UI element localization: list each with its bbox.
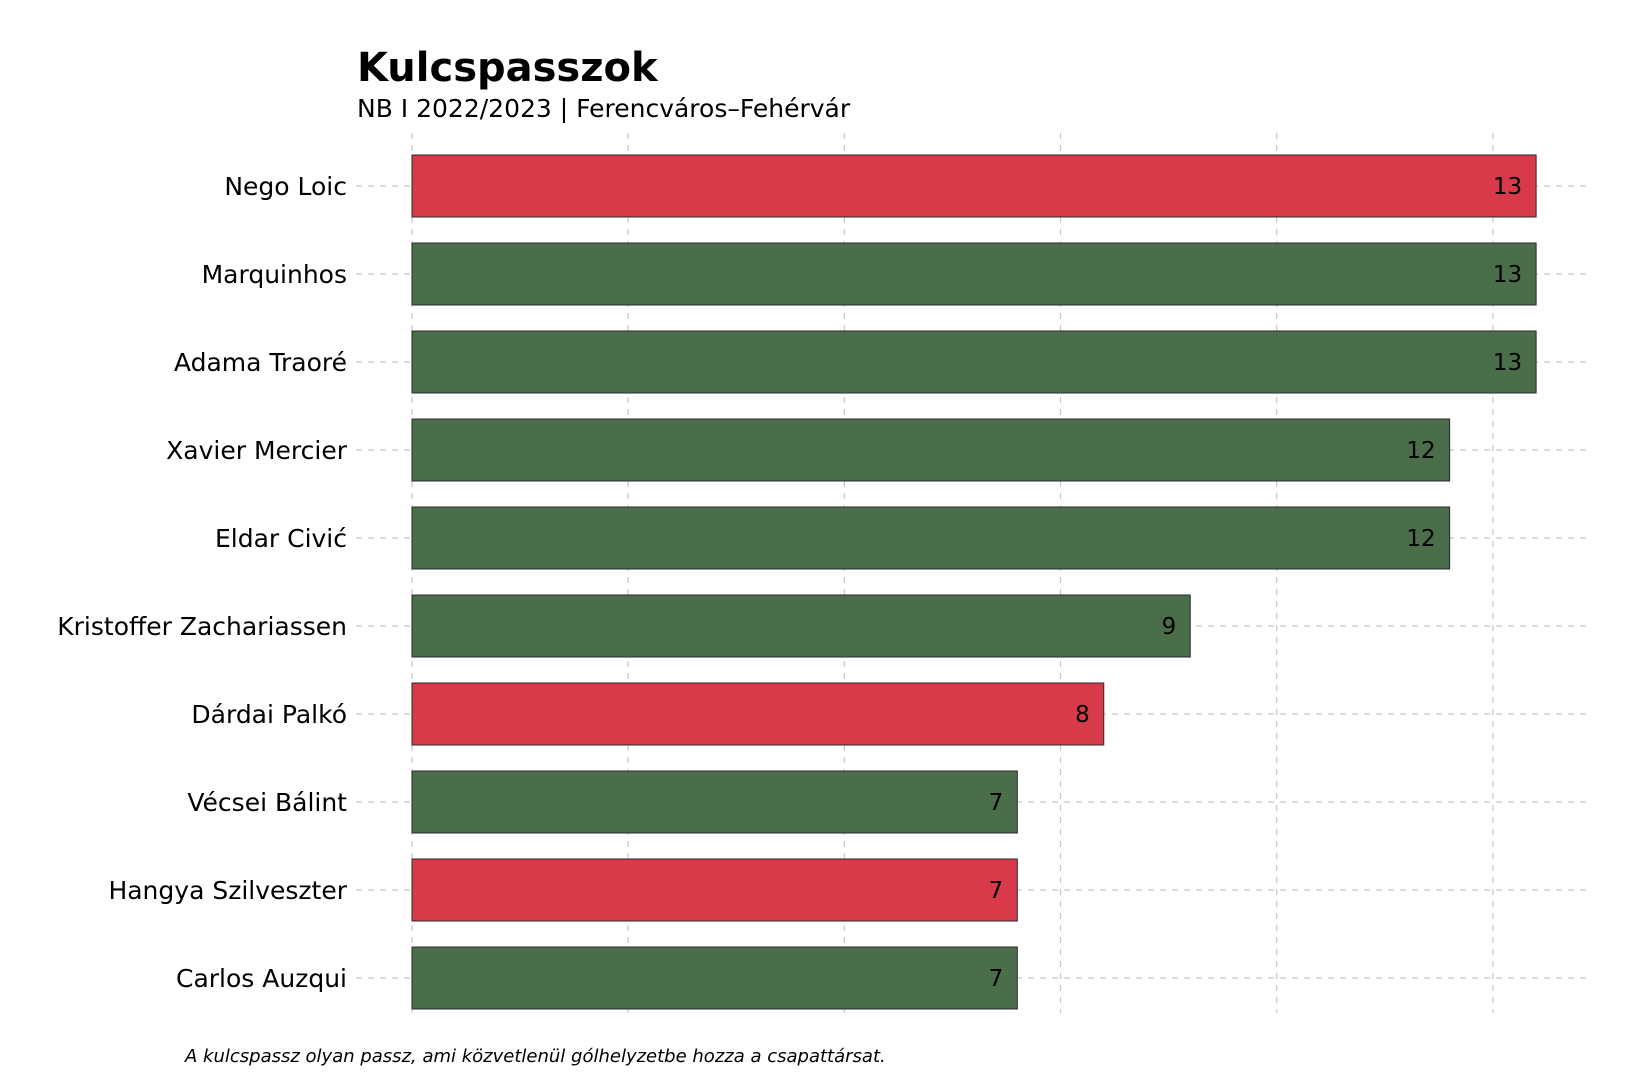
y-axis-label: Vécsei Bálint (187, 788, 347, 817)
y-axis-label: Eldar Civić (215, 524, 347, 553)
y-axis-label: Kristoffer Zachariassen (57, 612, 347, 641)
y-axis-label: Adama Traoré (174, 348, 347, 377)
y-axis-label: Marquinhos (202, 260, 347, 289)
y-axis-labels: Nego Loic Marquinhos Adama Traoré Xavier Me… (57, 172, 347, 993)
bar (411, 682, 1105, 746)
bars-group (411, 154, 1537, 1010)
bar (411, 858, 1018, 922)
bar (411, 594, 1191, 658)
chart-title: Kulcspasszok (357, 45, 659, 91)
value-labels: 13 13 13 12 12 9 8 7 7 7 (989, 174, 1522, 992)
bar (411, 154, 1537, 218)
bar (411, 946, 1018, 1010)
bar (411, 418, 1451, 482)
y-axis-label: Dárdai Palkó (191, 700, 347, 729)
y-axis-label: Xavier Mercier (166, 436, 348, 465)
value-label: 13 (1493, 262, 1522, 288)
value-label: 12 (1406, 438, 1435, 464)
value-label: 7 (989, 966, 1004, 992)
bar (411, 242, 1537, 306)
value-label: 7 (989, 790, 1004, 816)
bar (411, 506, 1451, 570)
y-axis-label: Nego Loic (224, 172, 347, 201)
value-label: 13 (1493, 174, 1522, 200)
value-label: 13 (1493, 350, 1522, 376)
value-label: 9 (1162, 614, 1177, 640)
bar (411, 330, 1537, 394)
bar (411, 770, 1018, 834)
value-label: 7 (989, 878, 1004, 904)
value-label: 8 (1075, 702, 1090, 728)
y-axis-label: Carlos Auzqui (176, 964, 347, 993)
y-axis-label: Hangya Szilveszter (108, 876, 347, 905)
value-label: 12 (1406, 526, 1435, 552)
chart-subtitle: NB I 2022/2023 | Ferencváros–Fehérvár (357, 94, 851, 123)
chart-footnote: A kulcspassz olyan passz, ami közvetlenü… (184, 1046, 886, 1067)
